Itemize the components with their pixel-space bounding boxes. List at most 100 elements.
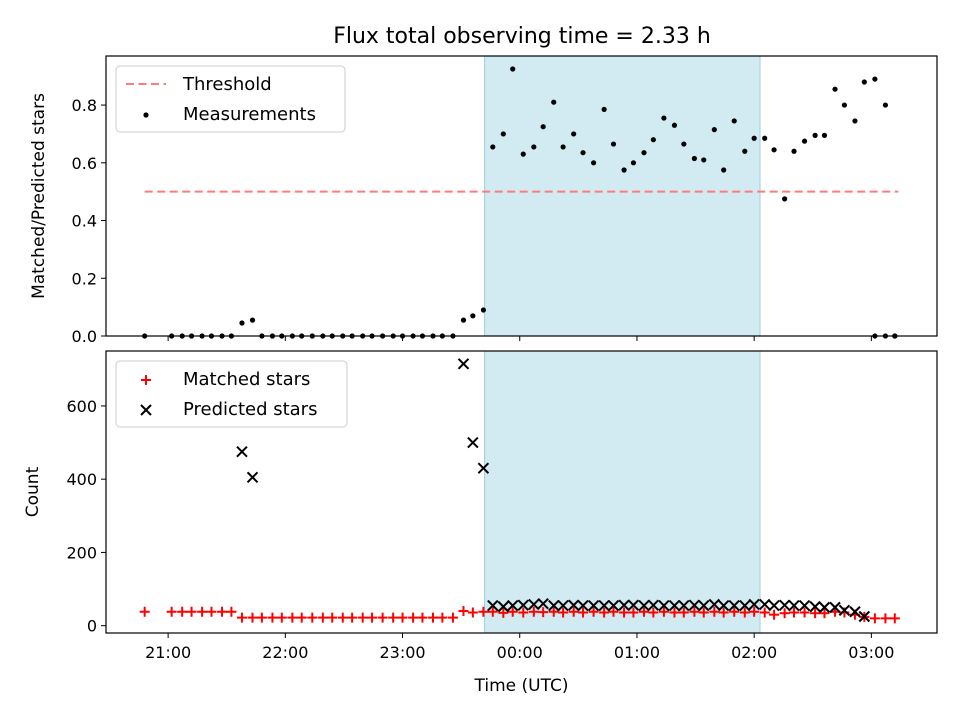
x-tick-label: 01:00 — [614, 643, 660, 662]
legend-box — [115, 65, 346, 133]
measurement-point — [872, 76, 878, 82]
ratio-axes-frame — [105, 55, 938, 337]
measurement-point — [882, 102, 889, 108]
predicted-star-point — [507, 599, 519, 612]
count-axes-frame — [105, 350, 938, 634]
predicted-star-point — [818, 601, 831, 614]
y-tick-label: 0.6 — [72, 154, 97, 173]
legend-box — [115, 360, 348, 428]
predicted-star-point — [477, 462, 490, 474]
predicted-star-point — [698, 599, 710, 612]
chart-title: Flux total observing time = 2.33 h — [333, 24, 711, 49]
predicted-star-point — [567, 599, 580, 611]
observing-window-span-bottom — [484, 350, 761, 634]
measurement-point — [510, 66, 516, 72]
ratio-y-axis: 0.0 0.2 0.4 0.6 0.8 — [72, 96, 106, 346]
legend-measurements-label: Measurements — [183, 104, 316, 125]
predicted-star-point — [748, 598, 760, 611]
measurements-series — [142, 66, 898, 339]
ratio-x-ticks — [167, 336, 872, 341]
measurement-point — [701, 157, 707, 163]
predicted-star-point — [577, 599, 589, 612]
predicted-star-point — [809, 600, 821, 613]
measurement-point — [650, 137, 656, 143]
predicted-star-point — [778, 599, 791, 611]
predicted-star-point — [638, 599, 650, 612]
predicted-star-point — [607, 599, 620, 612]
y-tick-label: 0.0 — [72, 327, 97, 346]
measurement-point — [782, 196, 788, 202]
measurement-point — [249, 317, 256, 323]
predicted-star-point — [557, 599, 569, 612]
count-y-axis-label: Count — [23, 466, 43, 517]
measurement-point — [681, 141, 687, 147]
measurement-point — [691, 155, 697, 162]
ratio-panel: 0.00.20.40.60.8 Matched/Predicted stars … — [29, 55, 938, 346]
predicted-star-point — [758, 598, 771, 611]
predicted-star-point — [788, 599, 800, 612]
measurement-point — [861, 79, 867, 85]
count-y-axis: 0 200 400 600 — [66, 397, 106, 636]
measurement-point — [610, 141, 617, 147]
measurement-point — [731, 118, 737, 124]
ratio-legend: Threshold Measurements — [115, 65, 346, 133]
legend-predicted-swatch — [140, 404, 152, 416]
count-panel: 0 200 400 600 21:00 22:00 23:00 00:00 01:00 02:0… — [23, 350, 938, 696]
measurement-point — [762, 135, 768, 141]
measurement-point — [791, 148, 797, 154]
y-tick-label: 200 — [66, 543, 97, 562]
measurement-point — [812, 132, 818, 138]
predicted-star-point — [739, 599, 751, 612]
measurement-point — [751, 135, 757, 141]
y-tick-label: 0.8 — [72, 96, 97, 115]
predicted-star-point — [708, 598, 721, 611]
x-tick-label: 00:00 — [497, 643, 543, 662]
legend-predicted-label: Predicted stars — [183, 399, 317, 420]
predicted-star-point — [587, 599, 600, 612]
measurement-point — [490, 144, 496, 150]
predicted-star-point — [838, 604, 851, 617]
predicted-star-point — [798, 599, 811, 612]
measurement-point — [520, 151, 526, 157]
x-tick-label: 23:00 — [379, 643, 425, 662]
y-tick-label: 400 — [66, 470, 97, 489]
predicted-star-point — [849, 606, 861, 618]
predicted-star-point — [858, 610, 871, 623]
predicted-star-point — [467, 436, 479, 449]
measurement-point — [239, 320, 245, 326]
x-tick-label: 03:00 — [848, 643, 894, 662]
measurement-point — [601, 106, 607, 113]
predicted-star-point — [598, 599, 610, 612]
predicted-star-point — [548, 599, 560, 612]
predicted-star-point — [717, 599, 730, 612]
predicted-star-point — [487, 599, 499, 612]
predicted-star-point — [688, 599, 701, 611]
predicted-star-point — [236, 446, 248, 458]
measurement-point — [480, 307, 487, 313]
y-tick-label: 0 — [87, 617, 97, 636]
measurement-point — [571, 131, 577, 137]
x-tick-label: 02:00 — [731, 643, 777, 662]
predicted-star-point — [246, 471, 259, 484]
measurement-point — [801, 138, 808, 144]
measurement-point — [841, 102, 848, 108]
measurement-point — [771, 147, 777, 153]
predicted-star-point — [829, 601, 841, 614]
predicted-star-point — [647, 599, 660, 611]
measurement-point — [470, 313, 476, 319]
measurement-point — [721, 167, 727, 173]
measurement-point — [621, 167, 627, 173]
measurement-point — [630, 160, 637, 166]
observing-window-span — [484, 55, 761, 337]
measurement-point — [742, 148, 748, 154]
x-tick-label: 22:00 — [262, 643, 308, 662]
predicted-star-point — [627, 599, 640, 611]
predicted-star-point — [728, 599, 740, 612]
legend-matched-label: Matched stars — [183, 369, 310, 390]
predicted-star-point — [528, 598, 540, 611]
predicted-star-point — [768, 599, 780, 612]
ratio-y-axis-label: Matched/Predicted stars — [29, 93, 49, 299]
x-tick-label: 21:00 — [145, 643, 191, 662]
predicted-star-point — [517, 599, 529, 611]
measurement-point — [580, 150, 586, 156]
